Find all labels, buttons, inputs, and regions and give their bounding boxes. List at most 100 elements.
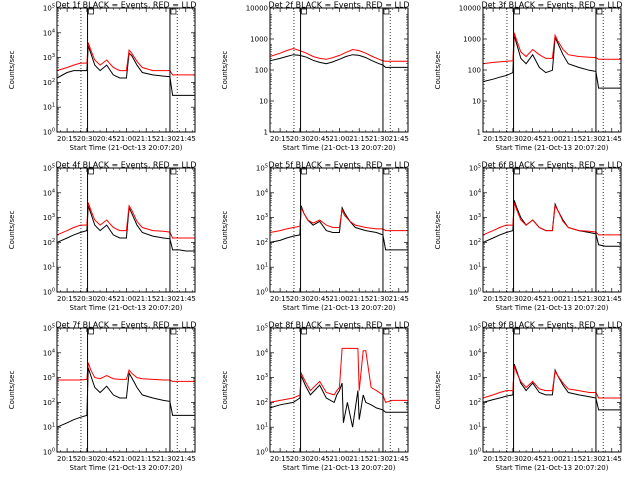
y-tick-label: 103 — [43, 213, 55, 222]
x-axis-label: Start Time (21-Oct-13 20:07:20) — [496, 464, 609, 472]
y-tick-label: 105 — [256, 324, 268, 333]
x-tick-label: 20:30 — [77, 295, 97, 303]
x-tick-label: 21:15 — [349, 455, 369, 463]
y-tick-label: 100 — [43, 448, 55, 457]
x-tick-label: 20:15 — [483, 295, 503, 303]
plot-frame — [56, 7, 196, 133]
x-tick-label: 20:15 — [270, 295, 290, 303]
detector-panel: Det 6f BLACK = Events, RED = LLD 100 101 10… — [434, 161, 623, 313]
x-tick-label: 20:15 — [57, 295, 77, 303]
detector-panel: Det 3f BLACK = Events, RED = LLD 1 10 100 10… — [434, 1, 623, 153]
y-tick-label: 103 — [256, 373, 268, 382]
y-tick-label: 101 — [256, 423, 268, 432]
x-axis-label: Start Time (21-Oct-13 20:07:20) — [496, 304, 609, 312]
y-tick-label: 103 — [469, 213, 481, 222]
y-tick-label: 105 — [43, 4, 55, 13]
y-tick-label: 100 — [256, 288, 268, 297]
series-lld-line — [482, 202, 621, 236]
time-marker-flag — [88, 328, 94, 335]
y-axis-label: Counts/sec — [434, 371, 442, 410]
x-tick-label: 20:15 — [57, 135, 77, 143]
x-tick-label: 20:45 — [523, 295, 543, 303]
x-tick-label: 21:15 — [136, 135, 156, 143]
x-tick-label: 21:15 — [136, 455, 156, 463]
y-tick-label: 104 — [43, 348, 55, 357]
y-tick-label: 102 — [256, 398, 268, 407]
series-lld-line — [269, 47, 408, 62]
y-axis-label: Counts/sec — [221, 51, 229, 90]
x-tick-label: 20:30 — [77, 455, 97, 463]
x-tick-label: 20:30 — [290, 135, 310, 143]
panel-title: Det 7f BLACK = Events, RED = LLD — [55, 321, 196, 330]
x-tick-label: 20:45 — [523, 455, 543, 463]
plot-frame — [56, 327, 196, 453]
x-axis-label: Start Time (21-Oct-13 20:07:20) — [70, 304, 183, 312]
y-tick-label: 10000 — [459, 5, 481, 13]
y-tick-label: 101 — [43, 423, 55, 432]
y-tick-label: 10 — [259, 98, 268, 106]
panel-title: Det 2f BLACK = Events, RED = LLD — [268, 1, 409, 10]
series-events-line — [482, 363, 621, 411]
time-marker-flag — [301, 328, 307, 335]
y-tick-label: 101 — [43, 263, 55, 272]
series-events-line — [269, 375, 408, 428]
x-tick-label: 21:30 — [156, 455, 176, 463]
time-marker-flag — [514, 8, 520, 15]
series-lld-line — [56, 202, 195, 239]
x-tick-label: 20:30 — [503, 135, 523, 143]
x-tick-label: 21:00 — [116, 455, 136, 463]
x-tick-label: 20:30 — [290, 455, 310, 463]
series-events-line — [56, 205, 195, 252]
x-tick-label: 21:45 — [602, 135, 622, 143]
x-tick-label: 21:30 — [582, 295, 602, 303]
y-tick-label: 104 — [256, 348, 268, 357]
plot-frame — [56, 167, 196, 293]
x-tick-label: 21:30 — [369, 455, 389, 463]
x-tick-label: 20:45 — [97, 455, 117, 463]
series-events-line — [269, 54, 408, 68]
x-tick-label: 21:00 — [542, 295, 562, 303]
time-marker-flag — [383, 168, 390, 175]
plot-frame — [482, 327, 622, 453]
x-tick-label: 20:45 — [310, 295, 330, 303]
x-tick-label: 20:30 — [503, 295, 523, 303]
x-axis-label: Start Time (21-Oct-13 20:07:20) — [70, 144, 183, 152]
y-tick-label: 102 — [469, 398, 481, 407]
y-tick-label: 102 — [43, 238, 55, 247]
x-tick-label: 20:45 — [310, 135, 330, 143]
x-tick-label: 20:30 — [77, 135, 97, 143]
panel-title: Det 5f BLACK = Events, RED = LLD — [268, 161, 409, 170]
y-tick-label: 100 — [43, 288, 55, 297]
series-lld-line — [482, 32, 621, 65]
y-axis-label: Counts/sec — [434, 51, 442, 90]
y-axis-label: Counts/sec — [8, 51, 16, 90]
y-tick-label: 100 — [256, 448, 268, 457]
x-tick-label: 20:15 — [270, 455, 290, 463]
x-tick-label: 20:15 — [483, 455, 503, 463]
x-tick-label: 21:30 — [582, 135, 602, 143]
time-marker-flag — [596, 168, 603, 175]
y-tick-label: 105 — [43, 164, 55, 173]
y-tick-label: 103 — [469, 373, 481, 382]
x-axis-label: Start Time (21-Oct-13 20:07:20) — [283, 144, 396, 152]
y-tick-label: 1 — [264, 129, 268, 137]
x-tick-label: 20:30 — [290, 295, 310, 303]
y-tick-label: 105 — [256, 164, 268, 173]
plot-frame — [269, 167, 409, 293]
y-tick-label: 103 — [43, 373, 55, 382]
x-tick-label: 20:45 — [97, 135, 117, 143]
y-tick-label: 100 — [468, 67, 481, 75]
y-tick-label: 103 — [256, 213, 268, 222]
x-tick-label: 21:30 — [582, 455, 602, 463]
series-events-line — [482, 200, 621, 247]
detector-panel: Det 7f BLACK = Events, RED = LLD 100 101 10… — [8, 321, 197, 473]
series-events-line — [56, 367, 195, 428]
y-tick-label: 104 — [469, 188, 481, 197]
y-tick-label: 10000 — [246, 5, 268, 13]
y-tick-label: 102 — [43, 78, 55, 87]
y-tick-label: 105 — [43, 324, 55, 333]
time-marker-flag — [301, 168, 307, 175]
x-tick-label: 21:15 — [136, 295, 156, 303]
y-axis-label: Counts/sec — [8, 211, 16, 250]
